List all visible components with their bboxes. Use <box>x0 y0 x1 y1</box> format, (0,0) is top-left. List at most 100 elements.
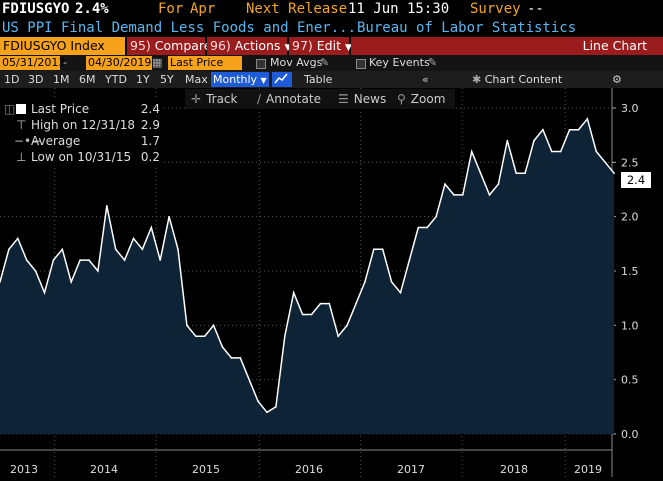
for-label: For <box>158 1 184 17</box>
data-point <box>390 281 393 283</box>
data-point <box>141 248 144 251</box>
data-point <box>195 335 197 337</box>
x-tick-label: 2019 <box>574 463 602 476</box>
data-point <box>230 357 233 359</box>
calendar-icon[interactable]: ▦ <box>152 56 163 69</box>
table-button[interactable]: Table <box>304 73 333 86</box>
data-point <box>212 324 215 327</box>
x-tick-label: 2014 <box>90 463 118 476</box>
data-point <box>551 150 553 153</box>
average-marker-icon: −•− <box>14 134 42 148</box>
news-icon: ☰ <box>338 92 349 106</box>
series-swatch <box>16 104 26 114</box>
data-point <box>150 226 153 229</box>
x-tick-label: 2015 <box>192 463 220 476</box>
chart-type-button[interactable]: Line Chart <box>351 37 663 55</box>
data-point <box>43 291 46 294</box>
end-date-input[interactable]: 04/30/2019 <box>86 56 152 70</box>
data-point <box>88 259 90 261</box>
data-point <box>292 291 295 294</box>
edit-button[interactable]: 97) Edit ▼ <box>289 37 352 55</box>
mov-avgs-label: Mov Avgs <box>270 56 323 69</box>
track-button[interactable]: ✛ Track <box>191 92 238 106</box>
data-point <box>453 194 455 196</box>
data-point <box>25 259 28 261</box>
frequency-select[interactable]: Monthly ▼ <box>211 72 269 87</box>
data-point <box>435 215 437 218</box>
field-select[interactable]: Last Price <box>168 56 236 70</box>
security-field[interactable]: FDIUSGYO Index <box>0 37 125 55</box>
security-description: US PPI Final Demand Less Foods and Ener.… <box>2 20 357 36</box>
high-marker-icon: ⊤ <box>16 118 27 132</box>
data-point <box>79 259 81 261</box>
data-point <box>533 139 535 142</box>
field-dropdown-icon[interactable] <box>234 56 242 70</box>
period-1m-button[interactable]: 1M <box>53 73 70 86</box>
data-point <box>177 248 179 251</box>
compare-button[interactable]: 95) Compare <box>127 37 211 55</box>
settings-gear-icon[interactable]: ⚙ <box>612 73 622 86</box>
data-point <box>239 357 242 359</box>
data-point <box>399 291 402 294</box>
data-point <box>479 172 482 174</box>
data-point <box>604 161 606 164</box>
legend-item-low: ⊥ Low on 10/31/15 0.2 <box>16 150 160 164</box>
zoom-button[interactable]: ⚲ Zoom <box>397 92 446 106</box>
data-point <box>168 215 170 218</box>
data-point <box>613 172 615 174</box>
collapse-icon[interactable]: « <box>422 73 429 86</box>
data-point <box>524 172 526 174</box>
data-point <box>444 183 446 185</box>
security-header: FDIUSGYO 2.4% For Apr Next Release 11 Ju… <box>0 0 663 19</box>
data-point <box>586 118 589 120</box>
y-tick-label: 0.5 <box>621 374 639 387</box>
data-point <box>248 378 250 381</box>
data-point <box>364 281 366 283</box>
data-point <box>106 205 108 207</box>
annotate-button[interactable]: ∕ Annotate <box>257 92 321 106</box>
magnifier-icon: ⚲ <box>397 92 406 106</box>
x-tick-label: 2018 <box>500 463 528 476</box>
line-chart-icon[interactable] <box>272 72 292 87</box>
period-max-button[interactable]: Max <box>185 73 208 86</box>
survey-label: Survey <box>470 1 521 17</box>
chart-content-button[interactable]: ✱ Chart Content <box>472 73 563 86</box>
data-point <box>470 150 473 153</box>
chart-tools: ✛ Track ∕ Annotate ☰ News ⚲ Zoom <box>185 89 455 109</box>
key-events-checkbox[interactable] <box>356 59 366 69</box>
data-point <box>568 128 571 131</box>
last-value-label: 2.4 <box>621 172 651 188</box>
period-1y-button[interactable]: 1Y <box>136 73 150 86</box>
actions-button[interactable]: 96) Actions ▼ <box>207 37 291 55</box>
period-3d-button[interactable]: 3D <box>28 73 44 86</box>
data-point <box>426 226 429 229</box>
date-separator: - <box>63 56 67 69</box>
y-tick-label: 2.5 <box>621 156 639 169</box>
mov-avgs-checkbox[interactable] <box>256 59 266 69</box>
period-6m-button[interactable]: 6M <box>79 73 96 86</box>
security-description-row: US PPI Final Demand Less Foods and Ener.… <box>0 19 663 37</box>
ticker: FDIUSGYO <box>2 1 70 17</box>
line-chart: 0.0 0.5 1.0 1.5 2.0 2.5 3.0 2013 2014 2015 2016 201… <box>0 88 639 477</box>
next-release-label: Next Release <box>246 1 348 17</box>
date-range-toolbar: 05/31/2013 - 04/30/2019 ▦ Last Price Mov… <box>0 55 663 71</box>
period-1d-button[interactable]: 1D <box>4 73 20 86</box>
news-button[interactable]: ☰ News <box>338 92 387 106</box>
data-point <box>515 172 517 174</box>
data-point <box>8 248 10 251</box>
data-point <box>275 406 277 408</box>
pencil-icon[interactable]: ✎ <box>428 56 438 69</box>
data-point <box>577 128 580 131</box>
data-point <box>123 259 126 261</box>
data-point <box>132 237 135 240</box>
series-line <box>0 117 615 414</box>
pencil-icon[interactable]: ✎ <box>320 56 330 69</box>
period-ytd-button[interactable]: YTD <box>105 73 127 86</box>
x-tick-label: 2013 <box>10 463 38 476</box>
data-point <box>346 324 348 327</box>
current-value: 2.4% <box>75 1 109 17</box>
data-point <box>355 302 357 305</box>
data-point <box>114 248 117 251</box>
period-5y-button[interactable]: 5Y <box>160 73 174 86</box>
start-date-input[interactable]: 05/31/2013 <box>0 56 66 70</box>
